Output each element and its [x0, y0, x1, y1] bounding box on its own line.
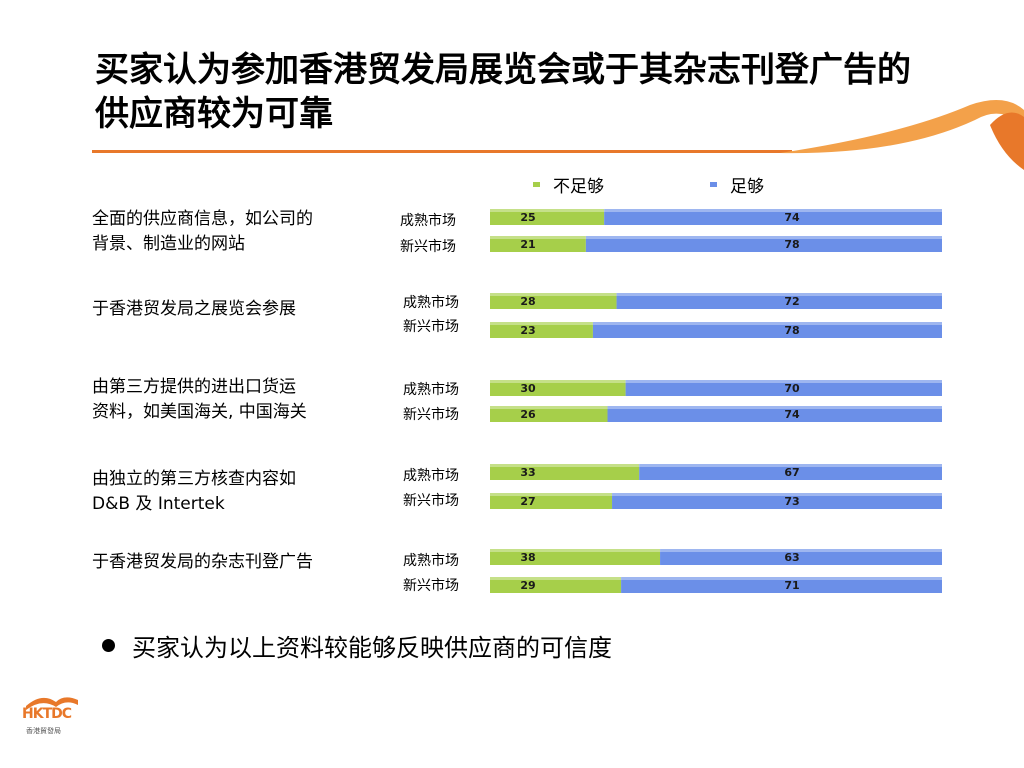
data-label-sufficient: 70	[784, 382, 800, 395]
bar-sufficient	[604, 209, 942, 225]
bullet-text: 买家认为以上资料较能够反映供应商的可信度	[132, 634, 612, 662]
bar-sufficient	[607, 406, 942, 422]
bar-highlight	[490, 464, 942, 467]
bar-insufficient	[490, 293, 617, 309]
bar-highlight	[490, 577, 942, 580]
row-label: 新兴市场	[403, 407, 459, 423]
row-label: 成熟市场	[403, 382, 459, 398]
bar-sufficient	[612, 493, 942, 509]
category-line: 由独立的第三方核查内容如	[92, 469, 296, 489]
row-label: 成熟市场	[403, 468, 459, 484]
bar-insufficient	[490, 549, 661, 565]
category-label: 于香港贸发局之展览会参展	[92, 297, 392, 322]
legend-swatch-insufficient	[533, 182, 540, 187]
data-label-sufficient: 72	[784, 295, 799, 308]
data-label-insufficient: 25	[520, 211, 535, 224]
row-label: 新兴市场	[403, 493, 459, 509]
bar-insufficient	[490, 406, 608, 422]
bullet-dot	[102, 639, 115, 652]
data-label-insufficient: 33	[520, 466, 535, 479]
bar-sufficient	[625, 380, 942, 396]
category-line: 资料，如美国海关, 中国海关	[92, 402, 307, 422]
legend-insufficient: 不足够	[533, 172, 604, 197]
category-line: 于香港贸发局之展览会参展	[92, 299, 296, 319]
bar-sufficient	[585, 236, 942, 252]
swoosh-decoration	[780, 100, 1024, 170]
title-divider	[92, 150, 792, 153]
bar-insufficient	[490, 236, 586, 252]
category-line: 由第三方提供的进出口货运	[92, 377, 296, 397]
logo-subtext: 香港貿發局	[26, 727, 61, 735]
category-label: 全面的供应商信息，如公司的 背景、制造业的网站	[92, 207, 392, 257]
row-label: 成熟市场	[400, 213, 456, 229]
legend-sufficient: 足够	[710, 172, 764, 197]
data-label-insufficient: 26	[520, 408, 536, 421]
row-label: 成熟市场	[403, 553, 459, 569]
row-label: 成熟市场	[403, 295, 459, 311]
bar-insufficient	[490, 322, 593, 338]
data-label-insufficient: 23	[520, 324, 535, 337]
data-label-sufficient: 78	[784, 324, 799, 337]
bar-insufficient	[490, 464, 640, 480]
category-line: 背景、制造业的网站	[92, 234, 245, 254]
data-label-sufficient: 71	[784, 579, 799, 592]
data-label-insufficient: 27	[520, 495, 535, 508]
data-label-insufficient: 38	[520, 551, 535, 564]
bar-highlight	[490, 209, 942, 212]
logo-text: HKTDC	[22, 706, 72, 722]
data-label-sufficient: 67	[784, 466, 799, 479]
category-line: 于香港贸发局的杂志刊登广告	[92, 552, 313, 572]
category-label: 由第三方提供的进出口货运 资料，如美国海关, 中国海关	[92, 375, 392, 425]
bar-highlight	[490, 406, 942, 409]
data-label-sufficient: 73	[784, 495, 799, 508]
bar-highlight	[490, 380, 942, 383]
bar-insufficient	[490, 380, 626, 396]
bar-sufficient	[639, 464, 942, 480]
hktdc-logo-icon	[26, 697, 78, 710]
bar-sufficient	[660, 549, 942, 565]
row-label: 新兴市场	[403, 319, 459, 335]
bar-sufficient	[616, 293, 942, 309]
category-label: 于香港贸发局的杂志刊登广告	[92, 550, 392, 575]
data-label-sufficient: 63	[784, 551, 799, 564]
data-label-insufficient: 21	[520, 238, 535, 251]
bar-highlight	[490, 236, 942, 239]
bar-sufficient	[621, 577, 942, 593]
bar-insufficient	[490, 209, 605, 225]
category-line: 全面的供应商信息，如公司的	[92, 209, 313, 229]
legend-label-insufficient: 不足够	[553, 177, 604, 197]
bullet-note: 买家认为以上资料较能够反映供应商的可信度	[102, 628, 612, 663]
legend-swatch-sufficient	[710, 182, 717, 187]
data-label-sufficient: 78	[784, 238, 799, 251]
category-label: 由独立的第三方核查内容如 D&B 及 Intertek	[92, 467, 392, 517]
bar-insufficient	[490, 577, 622, 593]
row-label: 新兴市场	[403, 578, 459, 594]
data-label-sufficient: 74	[784, 408, 800, 421]
page-title: 买家认为参加香港贸发局展览会或于其杂志刊登广告的供应商较为可靠	[95, 50, 911, 134]
bar-highlight	[490, 322, 942, 325]
bar-insufficient	[490, 493, 613, 509]
bar-highlight	[490, 293, 942, 296]
category-line: D&B 及 Intertek	[92, 494, 225, 514]
data-label-insufficient: 29	[520, 579, 535, 592]
legend-label-sufficient: 足够	[730, 177, 764, 197]
row-label: 新兴市场	[400, 239, 456, 255]
bar-highlight	[490, 549, 942, 552]
bar-sufficient	[592, 322, 942, 338]
data-label-insufficient: 28	[520, 295, 535, 308]
data-label-insufficient: 30	[520, 382, 536, 395]
data-label-sufficient: 74	[784, 211, 800, 224]
bar-highlight	[490, 493, 942, 496]
